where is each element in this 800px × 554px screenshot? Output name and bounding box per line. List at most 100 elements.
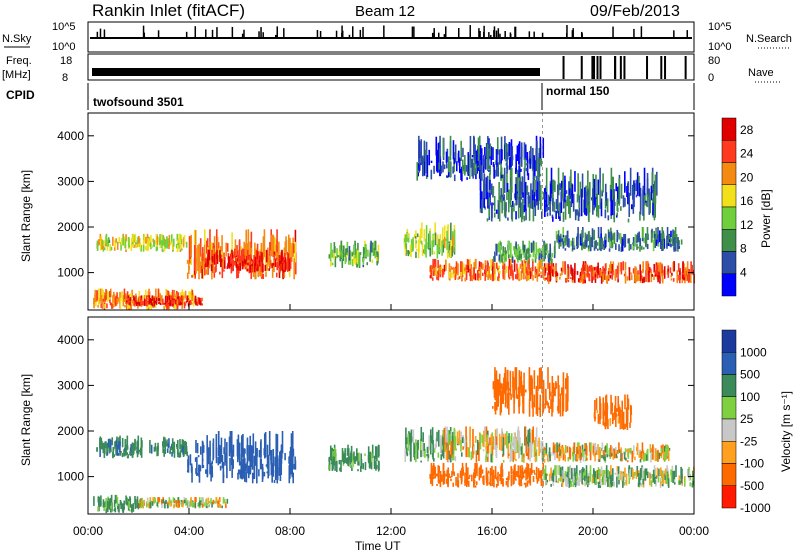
data-cell [661,227,664,240]
data-cell [507,381,509,402]
data-cell [174,500,177,504]
data-cell [576,446,578,458]
data-cell [494,367,496,389]
data-cell [162,441,164,447]
data-cell [469,135,472,158]
data-cell [102,289,104,299]
data-cell [579,472,582,482]
data-cell [171,298,173,302]
data-cell [616,199,619,212]
data-cell [125,497,128,505]
data-cell [603,450,605,457]
data-cell [124,439,127,449]
data-cell [495,483,498,488]
data-cell [450,478,452,482]
data-cell [443,427,446,445]
data-cell [613,189,615,216]
data-cell [657,240,660,247]
y-tick-label: 4000 [57,129,84,143]
data-cell [481,469,484,474]
data-cell [281,431,284,454]
data-cell [440,435,442,449]
data-cell [620,195,623,199]
data-cell [465,462,468,473]
data-cell [525,162,528,166]
data-cell [558,202,561,217]
data-cell [356,250,359,266]
data-cell [157,288,160,298]
data-cell [201,297,204,302]
data-cell [610,474,612,482]
data-cell [609,418,612,426]
data-cell [129,501,131,508]
data-cell [625,407,628,428]
data-cell [449,476,452,479]
data-cell [551,252,554,258]
colorbar-tick-label: 8 [740,242,747,256]
data-cell [131,505,134,510]
data-cell [601,442,604,454]
data-cell [663,239,666,249]
data-cell [539,476,541,479]
data-cell [205,506,208,509]
data-cell [339,256,342,262]
data-cell [201,504,204,508]
data-cell [137,243,140,247]
data-cell [532,252,535,258]
data-cell [182,295,185,301]
data-cell [537,468,540,482]
data-cell [549,391,551,397]
data-cell [681,276,684,284]
data-cell [103,504,105,511]
data-cell [192,273,195,278]
data-cell [616,408,618,412]
data-cell [683,476,686,479]
data-cell [511,207,514,222]
data-cell [493,383,496,398]
data-cell [155,246,158,252]
data-cell [214,501,217,504]
data-cell [609,484,611,488]
data-cell [280,460,283,476]
data-cell [597,179,600,195]
data-cell [632,445,635,455]
data-cell [521,176,524,197]
x-tick-label: 20:00 [578,524,608,538]
data-cell [661,245,663,251]
data-cell [416,162,419,181]
data-cell [653,238,656,247]
data-cell [162,446,164,454]
data-cell [611,481,614,487]
data-cell [480,261,483,269]
data-cell [542,386,544,413]
velocity-heatmap [93,317,695,514]
data-cell [268,431,271,456]
data-cell [367,455,370,461]
data-cell [660,447,663,459]
colorbar-tick-label: 4 [740,265,747,279]
data-cell [149,439,151,454]
data-cell [590,265,593,278]
data-cell [595,199,598,217]
data-cell [519,263,522,269]
data-cell [426,446,429,454]
data-cell [434,258,437,272]
data-cell [548,196,551,205]
data-cell [445,449,448,460]
data-cell [549,200,551,216]
data-cell [583,448,586,452]
data-cell [207,447,210,465]
data-cell [511,441,513,461]
data-cell [332,456,335,466]
data-cell [216,502,219,508]
data-cell [252,260,255,277]
data-cell [218,452,221,464]
data-cell [629,167,632,196]
data-cell [508,158,511,170]
data-cell [549,272,552,282]
data-cell [543,249,546,262]
data-cell [648,267,651,273]
data-cell [597,227,600,239]
data-cell [523,263,525,273]
data-cell [444,237,446,249]
